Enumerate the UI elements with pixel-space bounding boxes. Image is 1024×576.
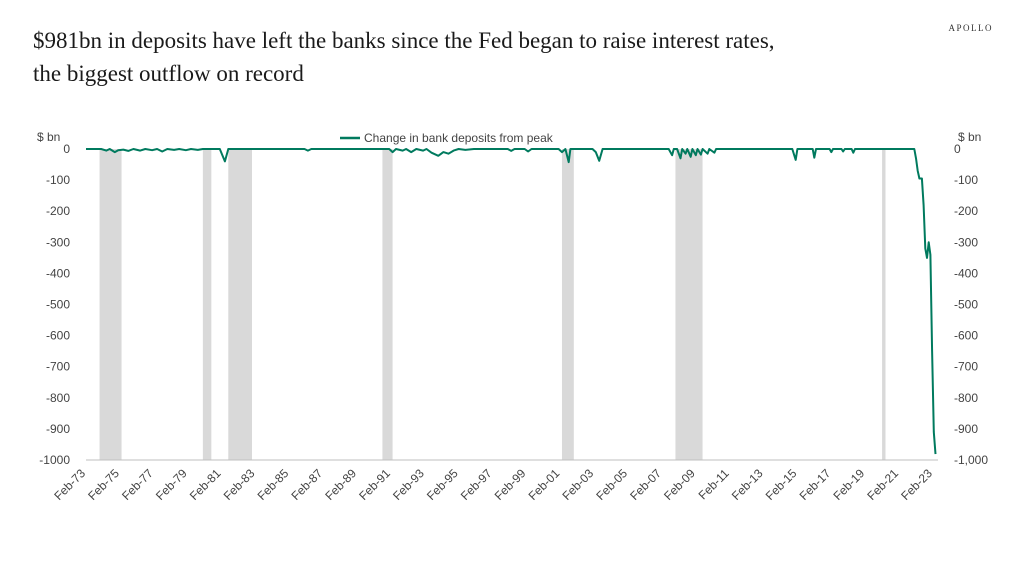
recession-band-0	[99, 149, 122, 460]
x-tick-label: Feb-83	[221, 466, 258, 503]
left-y-tick-label: -300	[46, 235, 70, 249]
recession-shading	[99, 149, 886, 460]
chart-title-line-2: the biggest outflow on record	[33, 61, 304, 86]
x-tick-label: Feb-15	[763, 466, 800, 503]
x-tick-label: Feb-05	[593, 466, 630, 503]
left-axis-unit: $ bn	[37, 130, 60, 144]
x-tick-label: Feb-21	[864, 466, 901, 503]
recession-band-5	[675, 149, 703, 460]
x-tick-label: Feb-75	[85, 466, 122, 503]
x-axis: Feb-73Feb-75Feb-77Feb-79Feb-81Feb-83Feb-…	[51, 459, 938, 503]
recession-band-1	[202, 149, 212, 460]
x-tick-label: Feb-89	[322, 466, 359, 503]
series-line-deposits	[86, 148, 937, 455]
right-y-tick-label: -500	[954, 298, 978, 312]
x-tick-label: Feb-91	[356, 466, 393, 503]
x-tick-label: Feb-19	[830, 466, 867, 503]
left-y-tick-label: -900	[46, 422, 70, 436]
x-tick-label: Feb-95	[424, 466, 461, 503]
chart-title-line-1: $981bn in deposits have left the banks s…	[33, 28, 775, 53]
series-layer	[86, 148, 937, 455]
left-y-tick-label: 0	[63, 142, 70, 156]
x-tick-label: Feb-77	[119, 466, 156, 503]
legend-label: Change in bank deposits from peak	[364, 131, 554, 145]
right-y-axis: 0 -100 -200 -300 -400 -500 -600 -700 -800 -900 -1,…	[954, 142, 988, 467]
x-tick-label: Feb-03	[559, 466, 596, 503]
recession-band-3	[382, 149, 393, 460]
right-y-tick-label: -100	[954, 173, 978, 187]
right-y-tick-label: -200	[954, 204, 978, 218]
left-y-tick-label: -600	[46, 329, 70, 343]
x-tick-label: Feb-01	[526, 466, 563, 503]
right-y-tick-label: 0	[954, 142, 961, 156]
left-y-tick-label: -700	[46, 360, 70, 374]
left-y-axis: 0 -100 -200 -300 -400 -500 -600 -700 -800 -900 -10…	[39, 142, 70, 467]
right-y-tick-label: -1,000	[954, 453, 988, 467]
recession-band-4	[561, 149, 574, 460]
x-tick-label: Feb-17	[797, 466, 834, 503]
right-y-tick-label: -300	[954, 235, 978, 249]
right-y-tick-label: -900	[954, 422, 978, 436]
right-y-tick-label: -700	[954, 360, 978, 374]
left-y-tick-label: -400	[46, 266, 70, 280]
right-y-tick-label: -800	[954, 391, 978, 405]
brand-logo: APOLLO	[948, 23, 993, 33]
x-tick-label: Feb-73	[51, 466, 88, 503]
x-tick-label: Feb-81	[187, 466, 224, 503]
x-tick-label: Feb-07	[627, 466, 664, 503]
x-tick-label: Feb-99	[492, 466, 529, 503]
left-y-tick-label: -500	[46, 298, 70, 312]
recession-band-6	[882, 149, 886, 460]
left-y-tick-label: -800	[46, 391, 70, 405]
x-tick-label: Feb-85	[255, 466, 292, 503]
chart-title: $981bn in deposits have left the banks s…	[33, 24, 933, 90]
left-y-tick-label: -1000	[39, 453, 70, 467]
x-tick-label: Feb-97	[458, 466, 495, 503]
x-tick-label: Feb-79	[153, 466, 190, 503]
x-tick-label: Feb-13	[729, 466, 766, 503]
right-y-tick-label: -400	[954, 266, 978, 280]
right-axis-unit: $ bn	[958, 130, 981, 144]
legend: Change in bank deposits from peak	[340, 131, 554, 145]
x-tick-label: Feb-23	[898, 466, 935, 503]
x-tick-label: Feb-87	[288, 466, 325, 503]
recession-band-2	[228, 149, 252, 460]
left-y-tick-label: -200	[46, 204, 70, 218]
x-tick-label: Feb-09	[661, 466, 698, 503]
left-y-tick-label: -100	[46, 173, 70, 187]
x-tick-label: Feb-93	[390, 466, 427, 503]
x-tick-label: Feb-11	[696, 466, 732, 502]
right-y-tick-label: -600	[954, 329, 978, 343]
